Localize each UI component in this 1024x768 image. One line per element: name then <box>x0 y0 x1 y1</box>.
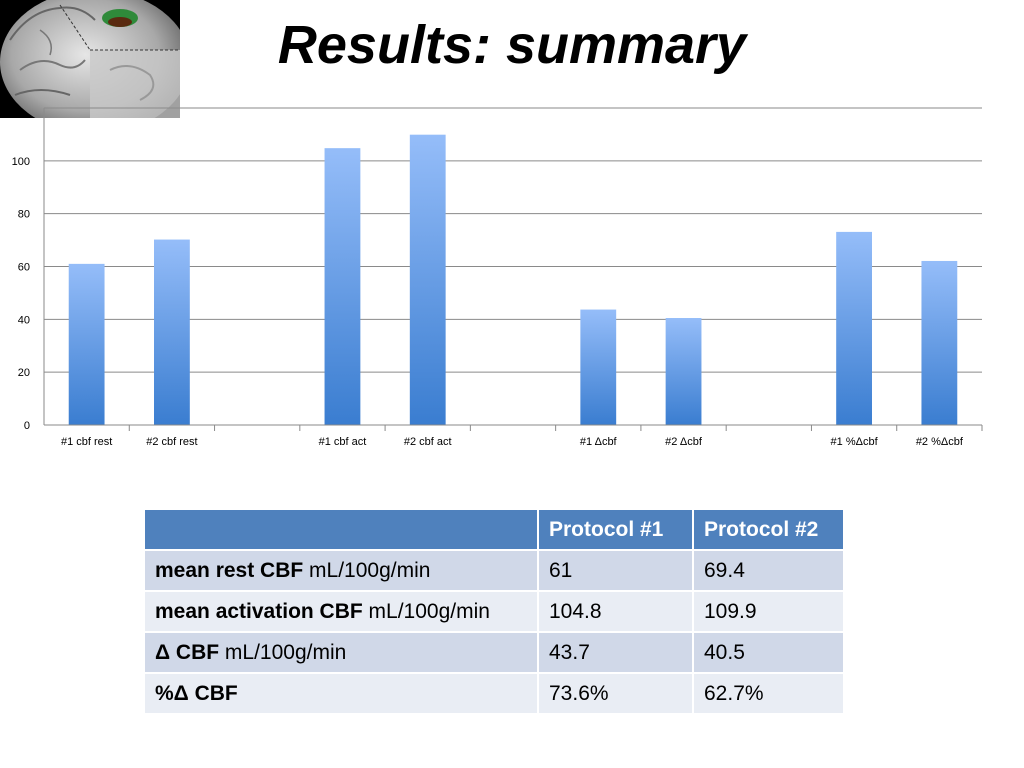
chart-bars <box>68 134 958 426</box>
x-tick-label: #2 Δcbf <box>665 436 703 448</box>
y-tick-label: 100 <box>12 156 30 168</box>
protocol-1-value: 61 <box>539 551 694 592</box>
chart-bar <box>68 263 105 425</box>
row-label-unit: mL/100g/min <box>303 558 431 582</box>
table-header-row: Protocol #1 Protocol #2 <box>145 510 845 551</box>
row-label-name: mean activation CBF <box>155 599 363 623</box>
x-tick-label: #1 cbf act <box>319 436 367 448</box>
table-header-empty <box>145 510 539 551</box>
summary-table: Protocol #1 Protocol #2 mean rest CBF mL… <box>145 510 845 715</box>
x-tick-label: #2 cbf rest <box>146 436 197 448</box>
protocol-2-value: 40.5 <box>694 633 845 674</box>
chart-bar <box>324 148 361 426</box>
x-tick-label: #2 %Δcbf <box>916 436 964 448</box>
table-row: %Δ CBF 73.6% 62.7% <box>145 674 845 715</box>
row-label: %Δ CBF <box>145 674 539 715</box>
chart-bar <box>154 239 190 425</box>
table-header-protocol-1: Protocol #1 <box>539 510 694 551</box>
x-tick-label: #1 Δcbf <box>580 436 618 448</box>
x-tick-label: #1 %Δcbf <box>831 436 879 448</box>
table-row: mean rest CBF mL/100g/min 61 69.4 <box>145 551 845 592</box>
y-tick-label: 40 <box>18 314 30 326</box>
x-tick-label: #1 cbf rest <box>61 436 112 448</box>
protocol-2-value: 62.7% <box>694 674 845 715</box>
table-row: Δ CBF mL/100g/min 43.7 40.5 <box>145 633 845 674</box>
chart-axes <box>43 108 983 431</box>
slide-title: Results: summary <box>277 15 747 75</box>
y-tick-label: 60 <box>18 262 30 274</box>
row-label-name: Δ CBF <box>155 640 220 664</box>
chart-bar <box>836 231 872 425</box>
bar-chart: 0 20 40 60 80 100 #1 cbf rest #2 cbf rest #1 cbf… <box>12 107 983 448</box>
chart-bar <box>665 318 702 425</box>
row-label-name: mean rest CBF <box>155 558 304 582</box>
brain-illustration <box>0 0 180 118</box>
chart-bar <box>409 134 446 425</box>
protocol-1-value: 73.6% <box>539 674 694 715</box>
table-header-protocol-2: Protocol #2 <box>694 510 845 551</box>
row-label-unit: mL/100g/min <box>219 640 347 664</box>
chart-labels: 0 20 40 60 80 100 #1 cbf rest #2 cbf rest #1 cbf… <box>12 156 964 448</box>
y-tick-label: 80 <box>18 209 30 221</box>
table-row: mean activation CBF mL/100g/min 104.8 10… <box>145 592 845 633</box>
protocol-1-value: 43.7 <box>539 633 694 674</box>
row-label-name: %Δ CBF <box>155 681 238 705</box>
protocol-1-value: 104.8 <box>539 592 694 633</box>
row-label-unit: mL/100g/min <box>362 599 490 623</box>
row-label: mean rest CBF mL/100g/min <box>145 551 539 592</box>
y-tick-label: 20 <box>18 367 30 379</box>
y-tick-label: 0 <box>24 420 30 432</box>
protocol-2-value: 109.9 <box>694 592 845 633</box>
protocol-2-value: 69.4 <box>694 551 845 592</box>
chart-bar <box>580 309 617 425</box>
brain-render-image <box>0 0 180 118</box>
row-label: mean activation CBF mL/100g/min <box>145 592 539 633</box>
chart-bar <box>921 260 958 425</box>
x-tick-label: #2 cbf act <box>404 436 452 448</box>
row-label: Δ CBF mL/100g/min <box>145 633 539 674</box>
